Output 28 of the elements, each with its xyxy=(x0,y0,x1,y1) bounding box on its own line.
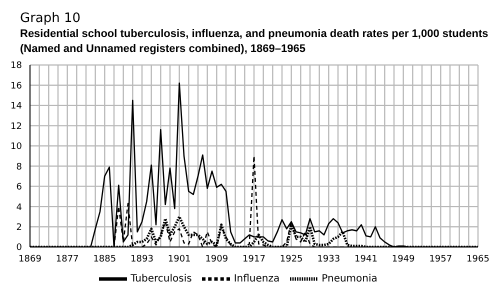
legend-label: Influenza xyxy=(234,274,280,285)
x-tick-label: 1941 xyxy=(354,254,378,264)
x-tick-label: 1893 xyxy=(130,254,154,264)
x-tick-label: 1909 xyxy=(205,254,228,264)
y-tick-label: 10 xyxy=(10,142,22,152)
x-tick-label: 1901 xyxy=(168,254,191,264)
y-tick-label: 2 xyxy=(16,222,22,233)
legend-label: Tuberculosis xyxy=(130,274,192,285)
x-tick-label: 1957 xyxy=(429,254,452,264)
y-tick-label: 8 xyxy=(16,162,22,172)
y-tick-label: 16 xyxy=(10,81,22,92)
y-tick-label: 14 xyxy=(10,102,22,112)
y-tick-label: 0 xyxy=(16,243,22,254)
legend-label: Pneumonia xyxy=(322,274,378,285)
x-tick-label: 1885 xyxy=(93,254,116,264)
x-tick-label: 1869 xyxy=(18,254,42,264)
x-tick-label: 1917 xyxy=(242,254,266,264)
x-tick-label: 1965 xyxy=(466,254,490,264)
x-tick-label: 1925 xyxy=(280,254,303,264)
y-tick-label: 12 xyxy=(10,122,22,132)
x-tick-label: 1949 xyxy=(392,254,416,264)
chart-subtitle: Residential school tuberculosis, influenza, and pneumonia death rates per 1,000 students (Named and Unnamed registers combined), 1869–1965 xyxy=(20,27,490,57)
chart-title: Graph 10 xyxy=(20,10,82,27)
y-tick-label: 4 xyxy=(16,202,22,213)
x-tick-label: 1933 xyxy=(317,254,340,264)
y-tick-label: 18 xyxy=(10,61,22,72)
y-tick-label: 6 xyxy=(16,182,22,193)
x-tick-label: 1877 xyxy=(56,254,79,264)
